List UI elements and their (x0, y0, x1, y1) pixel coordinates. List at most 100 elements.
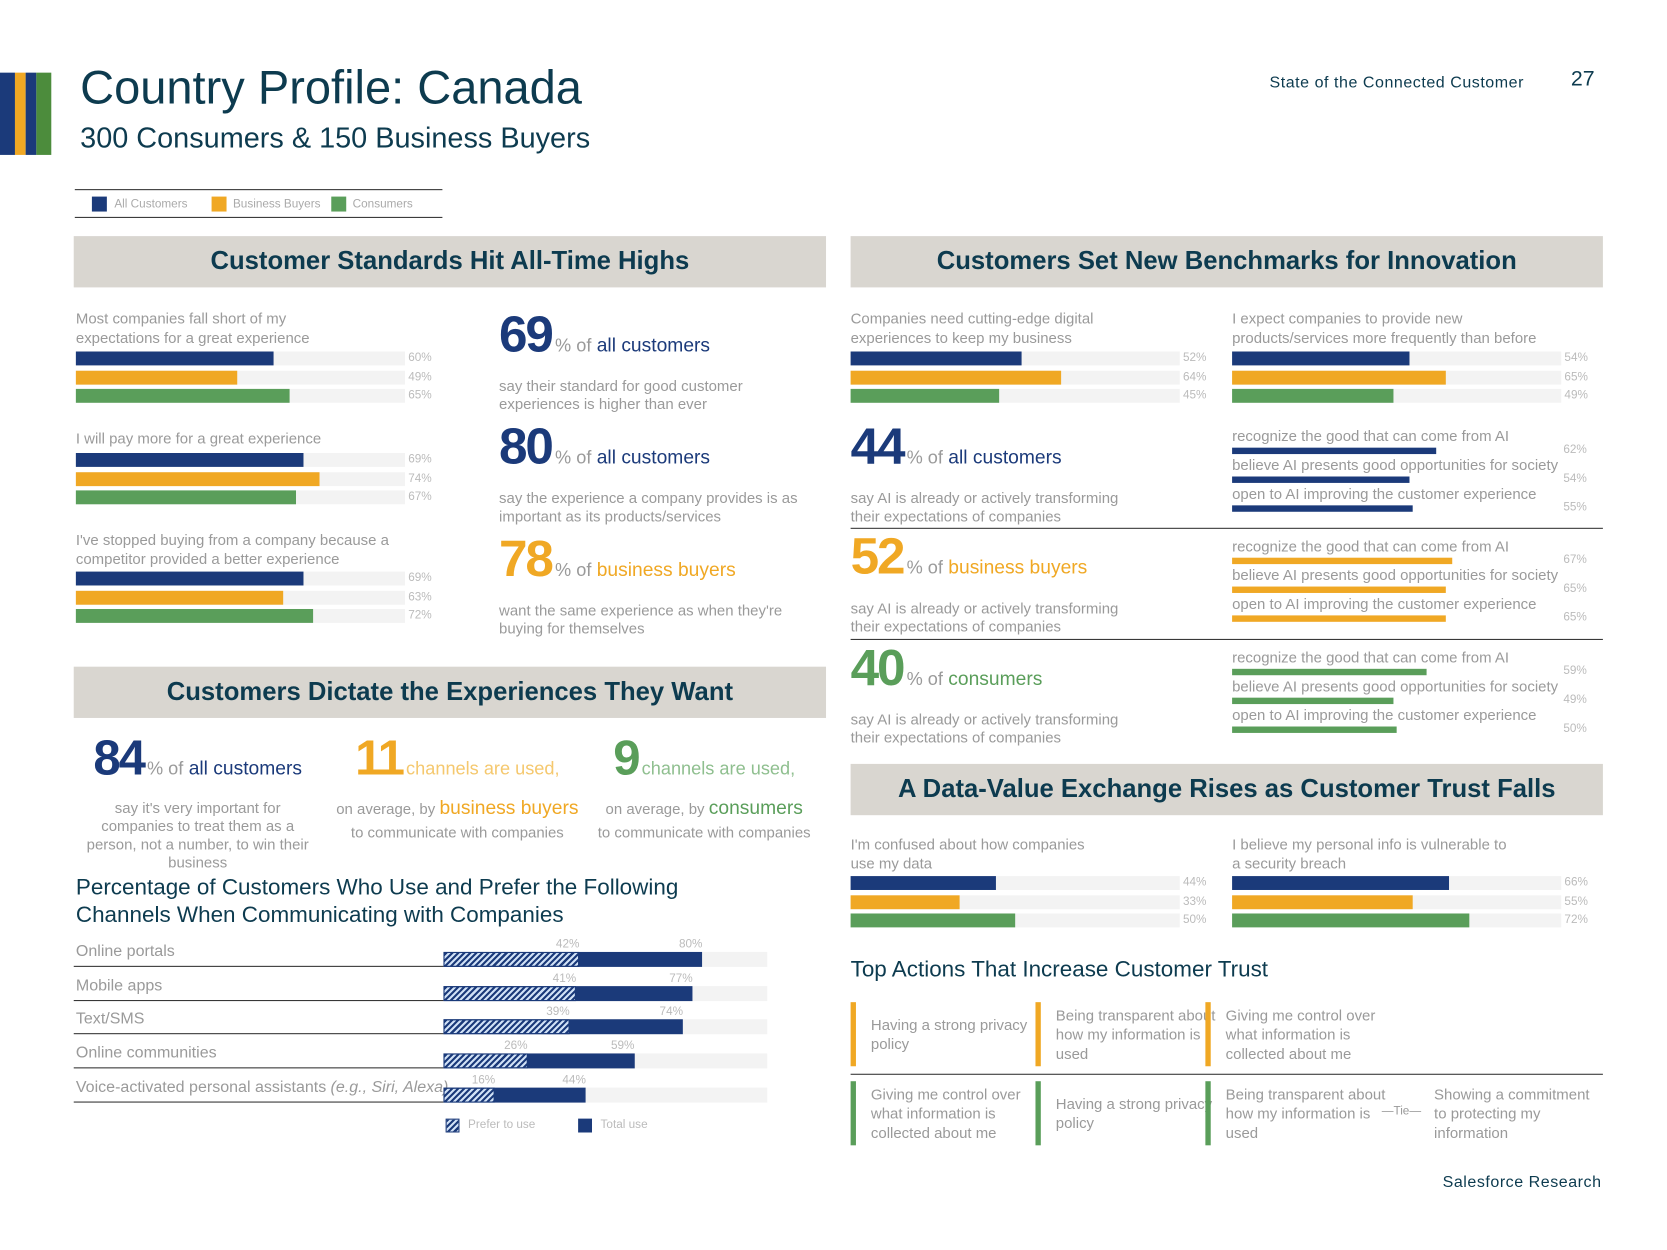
stat-text: say AI is already or actively transformi… (850, 489, 1119, 525)
action-text: Giving me control over what information … (870, 1085, 1021, 1142)
stat-number: 52 (850, 528, 906, 586)
stat-unit: % of (906, 557, 943, 579)
row-rule (73, 999, 444, 1001)
bar-value: 49% (1564, 388, 1588, 402)
bar (75, 590, 284, 605)
page-subtitle: 300 Consumers & 150 Business Buyers (80, 121, 591, 154)
ai-bar (1232, 476, 1410, 483)
bar-prefer (443, 985, 577, 1001)
ai-bar (1232, 557, 1453, 565)
stat-line: 52% of business buyers (851, 532, 1129, 595)
stat-text: want the same experience as when they're… (499, 601, 783, 637)
bar-value: 72% (1564, 913, 1588, 927)
stat-line: on average, by business buyers (331, 797, 583, 819)
subsection-title: Top Actions That Increase Customer Trust (850, 957, 1269, 982)
bar (1232, 876, 1450, 890)
channel-label: Online portals (76, 942, 175, 960)
channel-label: Text/SMS (76, 1010, 145, 1028)
stat-number: 40 (850, 639, 906, 697)
bar-prefer (443, 1087, 496, 1103)
divider (850, 638, 1603, 640)
bar-value: 66% (1564, 876, 1588, 889)
ai-bar (1232, 505, 1414, 512)
stat: 69% of all customers say their standard fo… (499, 309, 809, 414)
value-label: 39% (546, 1005, 570, 1019)
value-label: 74% (659, 1005, 684, 1019)
stat: 9 channels are used, on average, by consume… (588, 733, 821, 842)
stat-unit: % of (906, 668, 943, 690)
legend-swatch (91, 196, 107, 212)
section-header: Customers Set New Benchmarks for Innovat… (850, 236, 1603, 288)
ai-bar (1232, 447, 1437, 455)
stat-audience: business buyers (596, 558, 736, 581)
row-rule (73, 965, 444, 967)
ai-bar (1232, 726, 1397, 733)
stat-number: 84 (93, 729, 146, 786)
stat-audience: business buyers (439, 797, 579, 819)
row-rule (73, 1101, 444, 1103)
stat-line: 40% of consumers (851, 643, 1129, 706)
page-number: 27 (1570, 67, 1595, 91)
bar-value: 65% (408, 388, 432, 402)
channel-note: (e.g., Siri, Alexa) (330, 1077, 449, 1096)
ai-bar (1232, 697, 1394, 705)
stat-line: 11 channels are used, (331, 733, 583, 795)
page-title: Country Profile: Canada (80, 61, 582, 115)
stat-text: say their standard for good customer exp… (499, 377, 743, 413)
ai-value: 54% (1563, 472, 1587, 486)
bar (75, 453, 303, 467)
bar-prefer (443, 1019, 570, 1035)
legend-label: Total use (600, 1118, 648, 1132)
ai-value: 50% (1563, 722, 1587, 736)
action-text: Being transparent about how my informati… (1055, 1006, 1216, 1062)
row-rule (73, 1033, 444, 1035)
bar-value: 65% (1564, 370, 1588, 384)
stat-text: to communicate with companies (597, 823, 811, 841)
stat-unit: % of (555, 559, 592, 581)
bar (850, 388, 999, 403)
action-text: Having a strong privacy policy (1055, 1095, 1213, 1132)
brand-stripe (0, 72, 15, 155)
bar-value: 63% (408, 590, 432, 604)
ai-value: 67% (1563, 553, 1587, 567)
bar-value: 72% (408, 608, 432, 622)
ai-bar (1232, 586, 1447, 593)
ai-value: 65% (1563, 611, 1587, 624)
action-bar (1205, 1002, 1211, 1067)
ai-item-label: open to AI improving the customer experi… (1232, 595, 1537, 613)
bar-value: 49% (408, 370, 432, 384)
bar-value: 54% (1564, 351, 1588, 365)
bar-prefer (443, 1053, 528, 1069)
stat: 84% of all customers say it's very importa… (77, 733, 319, 872)
stat-text: say the experience a company provides is… (499, 489, 798, 525)
bar (75, 490, 297, 505)
bar-value: 67% (408, 490, 432, 504)
ai-item-label: recognize the good that can come from AI (1232, 537, 1510, 555)
stat-text: say AI is already or actively transformi… (850, 710, 1119, 746)
legend-label: All Customers (114, 197, 188, 211)
ai-value: 59% (1563, 664, 1587, 678)
ai-bar (1232, 615, 1447, 622)
ai-item-label: recognize the good that can come from AI (1232, 648, 1510, 666)
tie-label: —Tie— (1381, 1104, 1422, 1118)
stat-audience: all customers (188, 757, 302, 779)
legend-label: Consumers (352, 197, 413, 211)
brand-stripe (25, 72, 37, 155)
ai-value: 62% (1563, 443, 1587, 457)
bar-value: 50% (1182, 913, 1207, 927)
bar-label: I've stopped buying from a company becau… (75, 530, 389, 568)
stat: 44% of all customers say AI is already or … (850, 421, 1129, 526)
action-text: Showing a commitment to protecting my in… (1434, 1085, 1590, 1142)
stat-lead: on average, by (336, 800, 436, 818)
value-label: 44% (562, 1073, 586, 1087)
legend-label: Business Buyers (232, 197, 321, 211)
value-label: 41% (552, 971, 577, 985)
channel-label: Online communities (76, 1044, 217, 1062)
legend-box (74, 189, 443, 218)
stat: 52% of business buyers say AI is already o… (851, 532, 1129, 636)
action-bar (850, 1081, 856, 1146)
stat-line: 9 channels are used, (588, 733, 821, 795)
ai-item-label: believe AI presents good opportunities f… (1232, 677, 1559, 695)
bar (75, 351, 274, 366)
stat-unit: channels are used, (641, 758, 796, 779)
